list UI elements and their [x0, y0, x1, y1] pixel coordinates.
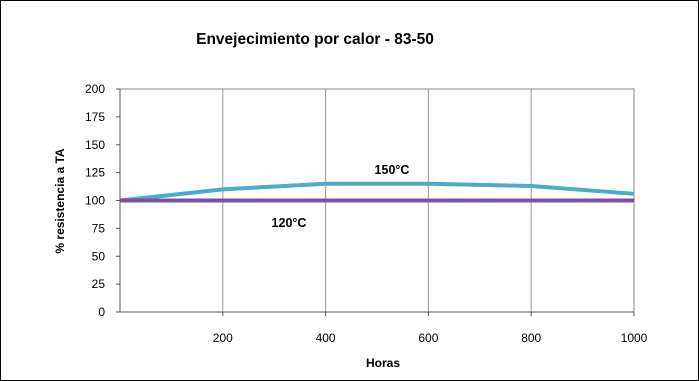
- y-tick-label-7: 175: [85, 110, 105, 124]
- series-label-150: 150°C: [375, 163, 410, 177]
- x-tick-label-2: 600: [418, 331, 438, 345]
- y-tick-label-3: 75: [92, 221, 106, 235]
- x-tick-label-1: 400: [316, 331, 336, 345]
- x-tick-label-0: 200: [213, 331, 233, 345]
- x-tick-label-3: 800: [521, 331, 541, 345]
- x-axis-ticks: 200 400 600 800 1000: [213, 312, 648, 345]
- x-tick-label-4: 1000: [621, 331, 648, 345]
- chart-title: Envejecimiento por calor - 83-50: [196, 31, 434, 48]
- x-axis-label: Horas: [366, 356, 400, 370]
- y-tick-label-0: 0: [98, 305, 105, 319]
- y-axis-ticks: 0 25 50 75 100 125 150 175 200: [85, 82, 120, 319]
- series-label-120: 120°C: [272, 216, 307, 230]
- y-tick-label-6: 150: [85, 138, 105, 152]
- y-tick-label-1: 25: [92, 277, 106, 291]
- y-axis-label: % resistencia a TA: [53, 148, 67, 253]
- y-tick-label-4: 100: [85, 194, 105, 208]
- y-tick-label-5: 125: [85, 166, 105, 180]
- series-line-0: [119, 181, 635, 203]
- y-tick-label-8: 200: [85, 82, 105, 96]
- y-tick-label-2: 50: [92, 249, 106, 263]
- series-lines: [119, 181, 635, 203]
